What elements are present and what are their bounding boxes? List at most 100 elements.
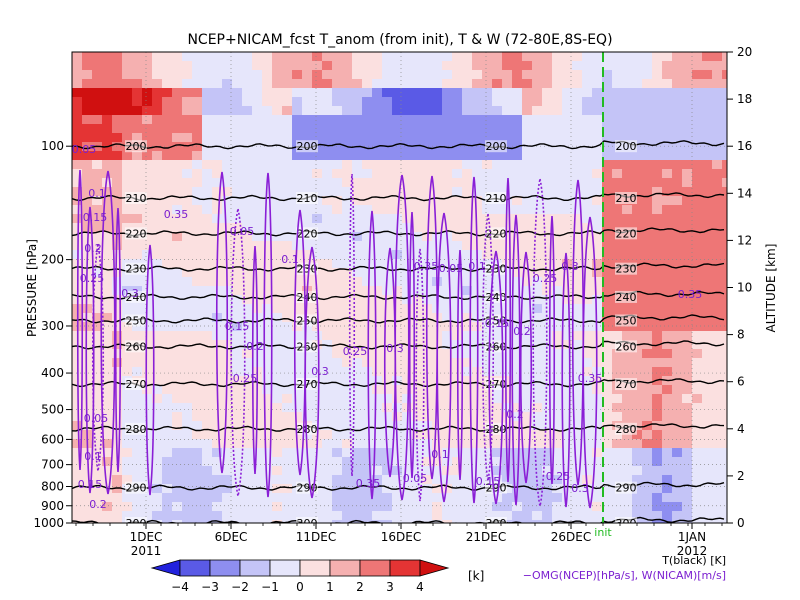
heatmap-cell — [632, 493, 643, 503]
heatmap-cell — [372, 61, 383, 71]
heatmap-cell — [662, 241, 673, 251]
heatmap-cell — [402, 187, 413, 197]
heatmap-cell — [592, 160, 603, 170]
heatmap-cell — [112, 385, 123, 395]
heatmap-cell — [702, 367, 713, 377]
heatmap-cell — [572, 367, 583, 377]
heatmap-cell — [332, 295, 343, 305]
heatmap-cell — [392, 358, 403, 368]
heatmap-cell — [672, 304, 683, 314]
heatmap-cell — [272, 394, 283, 404]
heatmap-cell — [722, 367, 727, 377]
heatmap-cell — [182, 151, 193, 161]
heatmap-cell — [112, 106, 123, 116]
heatmap-cell — [542, 439, 553, 449]
heatmap-cell — [332, 457, 343, 467]
heatmap-cell — [662, 385, 673, 395]
heatmap-cell — [542, 277, 553, 287]
heatmap-cell — [252, 511, 263, 521]
heatmap-cell — [452, 502, 463, 512]
heatmap-cell — [262, 250, 273, 260]
heatmap-cell — [412, 286, 423, 296]
w-contour — [436, 212, 452, 503]
heatmap-cell — [692, 385, 703, 395]
heatmap-cell — [502, 124, 513, 134]
heatmap-cell — [582, 160, 593, 170]
heatmap-cell — [482, 277, 493, 287]
heatmap-cell — [242, 331, 253, 341]
heatmap-cell — [472, 133, 483, 143]
heatmap-cell — [712, 340, 723, 350]
heatmap-cell — [322, 88, 333, 98]
heatmap-cell — [282, 304, 293, 314]
heatmap-cell — [242, 79, 253, 89]
heatmap-cell — [252, 106, 263, 116]
heatmap-cell — [472, 178, 483, 188]
heatmap-cell — [342, 70, 353, 80]
heatmap-cell — [482, 286, 493, 296]
heatmap-cell — [402, 52, 413, 62]
heatmap-cell — [272, 421, 283, 431]
heatmap-cell — [122, 466, 133, 476]
heatmap-cell — [162, 232, 173, 242]
heatmap-cell — [382, 331, 393, 341]
heatmap-cell — [372, 448, 383, 458]
heatmap-cell — [142, 133, 153, 143]
heatmap-cell — [692, 394, 703, 404]
heatmap-cell — [702, 493, 713, 503]
heatmap-cell — [132, 286, 143, 296]
heatmap-cell — [242, 214, 253, 224]
heatmap-cell — [622, 475, 633, 485]
heatmap-cell — [702, 232, 713, 242]
heatmap-cell — [602, 277, 613, 287]
heatmap-cell — [612, 169, 623, 179]
heatmap-cell — [722, 502, 727, 512]
heatmap-cell — [502, 358, 513, 368]
heatmap-cell — [722, 430, 727, 440]
heatmap-cell — [492, 169, 503, 179]
heatmap-cell — [182, 241, 193, 251]
heatmap-cell — [182, 79, 193, 89]
heatmap-cell — [192, 466, 203, 476]
heatmap-cell — [462, 475, 473, 485]
heatmap-cell — [662, 439, 673, 449]
heatmap-cell — [512, 106, 523, 116]
heatmap-cell — [412, 466, 423, 476]
heatmap-cell — [332, 142, 343, 152]
heatmap-cell — [642, 151, 653, 161]
heatmap-cell — [262, 331, 273, 341]
heatmap-cell — [682, 70, 693, 80]
heatmap-cell — [432, 124, 443, 134]
heatmap-cell — [92, 430, 103, 440]
heatmap-cell — [352, 493, 363, 503]
heatmap-cell — [532, 322, 543, 332]
heatmap-cell — [92, 124, 103, 134]
heatmap-cell — [602, 169, 613, 179]
heatmap-cell — [692, 178, 703, 188]
heatmap-cell — [132, 151, 143, 161]
heatmap-cell — [162, 196, 173, 206]
heatmap-cell — [162, 178, 173, 188]
heatmap-cell — [232, 412, 243, 422]
heatmap-cell — [252, 448, 263, 458]
w-contour — [469, 176, 479, 504]
heatmap-cell — [362, 196, 373, 206]
heatmap-cell — [642, 97, 653, 107]
heatmap-cell — [82, 160, 93, 170]
heatmap-cell — [222, 61, 233, 71]
heatmap-cell — [552, 151, 563, 161]
heatmap-cell — [392, 385, 403, 395]
heatmap-cell — [372, 232, 383, 242]
heatmap-cell — [442, 88, 453, 98]
heatmap-cell — [322, 97, 333, 107]
heatmap-cell — [582, 88, 593, 98]
heatmap-cell — [642, 430, 653, 440]
heatmap-cell — [702, 439, 713, 449]
heatmap-cell — [302, 70, 313, 80]
heatmap-cell — [362, 475, 373, 485]
heatmap-cell — [512, 340, 523, 350]
heatmap-cell — [72, 70, 83, 80]
heatmap-cell — [292, 133, 303, 143]
colorbar-tick-label: −3 — [201, 580, 219, 594]
heatmap-cell — [722, 322, 727, 332]
